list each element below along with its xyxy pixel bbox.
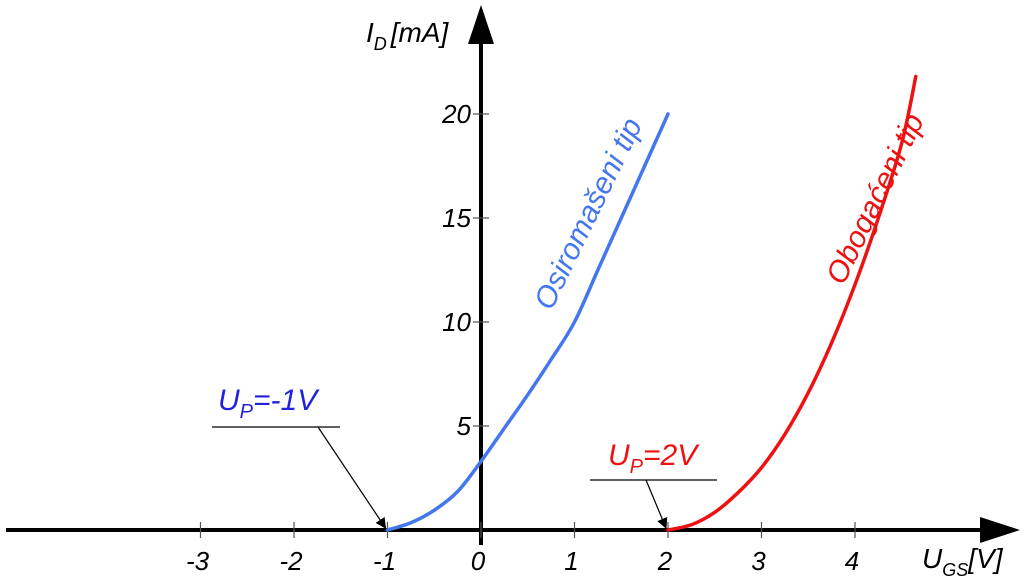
x-tick-label: -3 (186, 546, 210, 576)
annotation-label: UP=-1V (218, 384, 320, 423)
annotation-layer: UP=-1V UP=2V (212, 384, 717, 529)
annotation-label: UP=2V (608, 439, 700, 478)
y-axis-title-sub: D (374, 34, 387, 54)
x-axis-title-main: U (922, 543, 943, 574)
x-axis-arrowhead (980, 517, 1020, 543)
x-tick-label: -1 (373, 546, 396, 576)
series-label: Osiromašeni tip (528, 113, 649, 315)
x-tick-label: 3 (751, 546, 766, 576)
y-axis-title-main: I (366, 17, 374, 48)
y-tick-label: 10 (442, 307, 471, 337)
y-tick-label: 5 (457, 411, 472, 441)
y-tick-label: 20 (441, 99, 471, 129)
x-tick-label: 0 (471, 546, 486, 576)
x-tick-label: 2 (657, 546, 673, 576)
series-label: Obogaćeni tip (820, 108, 931, 289)
x-ticks: -3 -2 -1 0 1 2 3 4 (186, 522, 859, 576)
x-axis-title-unit: [V] (967, 543, 1003, 574)
x-axis-title: UGS[V] (922, 543, 1004, 579)
x-tick-label: 1 (564, 546, 578, 576)
y-tick-label: 15 (442, 203, 471, 233)
x-tick-label: 4 (845, 546, 859, 576)
series-line (666, 74, 918, 532)
annotation-arrow (317, 426, 387, 529)
annotation-arrow (645, 479, 668, 529)
x-axis-title-sub: GS (942, 560, 968, 579)
series-line (385, 112, 670, 532)
y-axis-title-unit: [mA] (390, 17, 450, 48)
y-axis-arrowhead (468, 5, 494, 44)
y-ticks: 5 10 15 20 (441, 99, 489, 441)
x-tick-label: -2 (279, 546, 303, 576)
y-axis-title: ID [mA] (366, 17, 450, 54)
